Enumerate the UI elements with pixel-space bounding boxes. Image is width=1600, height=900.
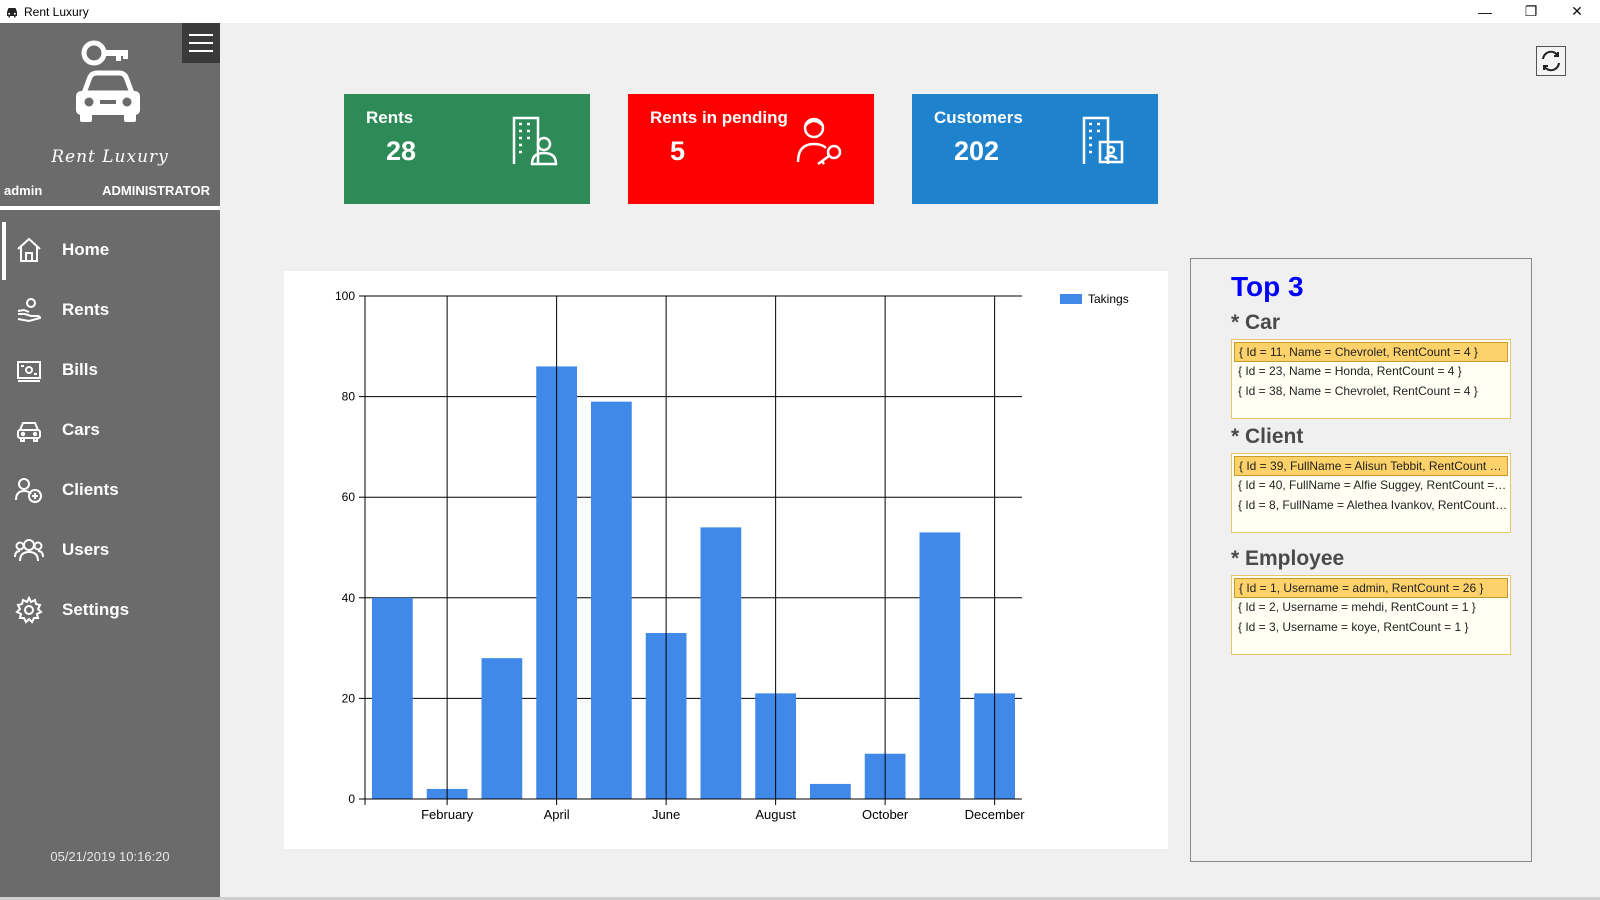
building-person-icon [512,116,558,166]
hamburger-menu-button[interactable] [182,23,220,63]
minimize-button[interactable]: — [1478,3,1492,20]
restore-button[interactable]: ❐ [1524,3,1538,19]
legend-label: Takings [1088,292,1129,306]
sidebar: Rent Luxury admin ADMINISTRATOR Home Ren… [0,23,220,900]
close-button[interactable]: ✕ [1571,3,1583,19]
y-tick-label: 20 [342,691,356,705]
window-title: Rent Luxury [24,4,89,19]
top-cars-list[interactable]: { Id = 11, Name = Chevrolet, RentCount =… [1231,339,1511,419]
list-item[interactable]: { Id = 2, Username = mehdi, RentCount = … [1238,600,1476,614]
x-tick-label: June [652,807,680,822]
list-item[interactable]: { Id = 38, Name = Chevrolet, RentCount =… [1238,384,1478,398]
list-item[interactable]: { Id = 8, FullName = Alethea Ivankov, Re… [1238,498,1508,512]
bar [919,532,961,799]
menu-line [189,34,213,36]
refresh-button[interactable] [1536,46,1566,76]
y-tick-label: 60 [342,490,356,504]
top3-car-title: * Car [1231,311,1281,334]
users-icon [14,535,44,565]
x-tick-label: December [965,807,1026,822]
car-key-logo-icon [76,40,140,122]
rents-card[interactable]: Rents 28 [344,94,590,204]
brand-area: Rent Luxury admin ADMINISTRATOR [0,23,220,210]
takings-chart: 0 20 40 60 80 100 February April June August Octob… [284,271,1168,849]
customers-card[interactable]: Customers 202 [912,94,1158,204]
list-item[interactable]: { Id = 23, Name = Honda, RentCount = 4 } [1238,364,1462,378]
username-label: admin [4,183,43,198]
bill-icon [14,355,44,385]
bar [810,783,851,799]
top3-employee-title: * Employee [1231,547,1345,570]
app-car-icon [4,4,20,20]
sidebar-item-label: Users [62,540,110,559]
card-value: 5 [670,136,686,166]
sidebar-item-label: Settings [62,600,130,619]
y-tick-label: 0 [348,792,355,806]
card-label: Rents in pending [650,108,788,127]
menu-line [189,50,213,52]
agent-key-icon [796,117,842,166]
top3-client-title: * Client [1231,425,1304,448]
sidebar-item-users[interactable]: Users [0,520,220,580]
top3-panel: Top 3 * Car { Id = 11, Name = Chevrolet,… [1190,258,1532,862]
chart-legend: Takings [1060,292,1129,306]
card-label: Rents [366,108,414,127]
y-tick-label: 100 [335,289,355,303]
x-tick-label: August [755,807,796,822]
clients-icon [14,475,44,505]
menu-line [189,42,213,44]
list-item[interactable]: { Id = 39, FullName = Alisun Tebbit, Ren… [1234,456,1508,476]
sidebar-item-label: Clients [62,480,119,499]
takings-chart-plot: 0 20 40 60 80 100 February April June August Octob… [335,289,1026,822]
y-tick-label: 40 [342,591,356,605]
top-employees-list[interactable]: { Id = 1, Username = admin, RentCount = … [1231,575,1511,655]
sidebar-divider [0,206,220,210]
sidebar-item-home[interactable]: Home [0,220,220,280]
user-info: admin ADMINISTRATOR [0,183,220,203]
bar [481,658,523,799]
refresh-icon [1542,50,1560,72]
list-item[interactable]: { Id = 11, Name = Chevrolet, RentCount =… [1234,342,1508,362]
role-label: ADMINISTRATOR [102,183,210,198]
y-tick-label: 80 [342,390,356,404]
sidebar-item-bills[interactable]: Bills [0,340,220,400]
top-clients-list[interactable]: { Id = 39, FullName = Alisun Tebbit, Ren… [1231,453,1511,533]
sidebar-item-clients[interactable]: Clients [0,460,220,520]
card-value: 28 [386,136,417,166]
building-id-icon [1082,116,1124,164]
bar [372,597,413,799]
list-item[interactable]: { Id = 3, Username = koye, RentCount = 1… [1238,620,1469,634]
hand-money-icon [14,295,44,325]
sidebar-item-settings[interactable]: Settings [0,580,220,640]
sidebar-nav: Home Rents Bills Cars Clients [0,220,220,640]
brand-name: Rent Luxury [51,147,169,167]
sidebar-item-label: Cars [62,420,100,439]
list-item[interactable]: { Id = 1, Username = admin, RentCount = … [1234,578,1508,598]
bar [700,527,742,799]
bottom-border [0,897,1600,900]
home-icon [14,235,44,265]
card-label: Customers [934,108,1023,127]
title-bar: Rent Luxury — ❐ ✕ [0,0,1600,23]
sidebar-item-label: Home [62,240,110,259]
x-tick-label: April [544,807,570,822]
bar [591,401,632,799]
card-value: 202 [954,136,1000,166]
datetime-label: 05/21/2019 10:16:20 [50,849,170,864]
sidebar-item-rents[interactable]: Rents [0,280,220,340]
sidebar-item-cars[interactable]: Cars [0,400,220,460]
sidebar-item-label: Bills [62,360,98,379]
sidebar-item-label: Rents [62,300,110,319]
rents-in-pending-card[interactable]: Rents in pending 5 [628,94,874,204]
top3-title: Top 3 [1231,271,1304,302]
car-icon [14,415,44,445]
gear-icon [14,595,44,625]
list-item[interactable]: { Id = 40, FullName = Alfie Suggey, Rent… [1238,478,1508,492]
x-tick-label: October [862,807,909,822]
x-tick-label: February [421,807,474,822]
legend-swatch [1060,294,1082,304]
